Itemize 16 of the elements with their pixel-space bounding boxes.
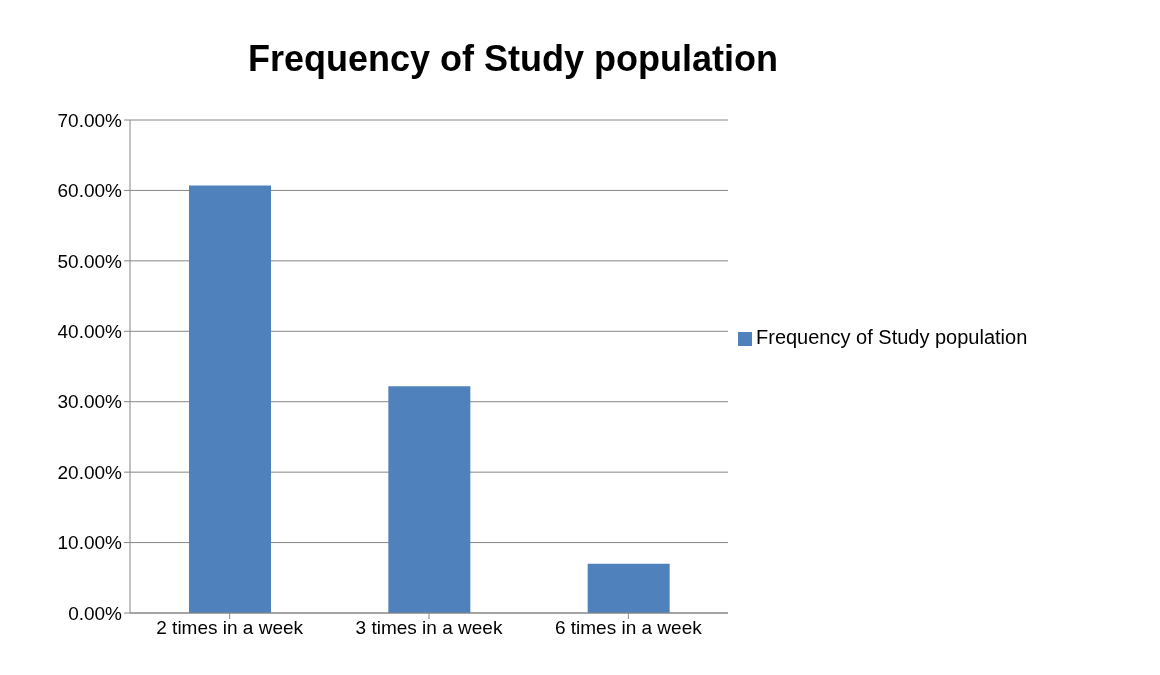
x-tick-label: 3 times in a week [355,617,503,639]
bar [587,563,670,613]
y-tick-label: 50.00% [57,250,123,272]
legend-label: Frequency of Study population [756,326,1028,348]
y-tick-label: 0.00% [68,602,123,624]
bar [189,185,271,613]
chart-title: Frequency of Study population [247,38,779,80]
x-tick-label: 2 times in a week [156,617,304,639]
bar [388,386,471,613]
x-tick-label: 6 times in a week [554,617,703,639]
y-tick-label: 30.00% [57,391,123,413]
y-tick-label: 70.00% [57,109,123,131]
y-tick-label: 40.00% [57,321,123,343]
y-tick-label: 20.00% [57,461,123,483]
y-tick-label: 10.00% [57,532,123,554]
y-tick-label: 60.00% [57,180,123,202]
